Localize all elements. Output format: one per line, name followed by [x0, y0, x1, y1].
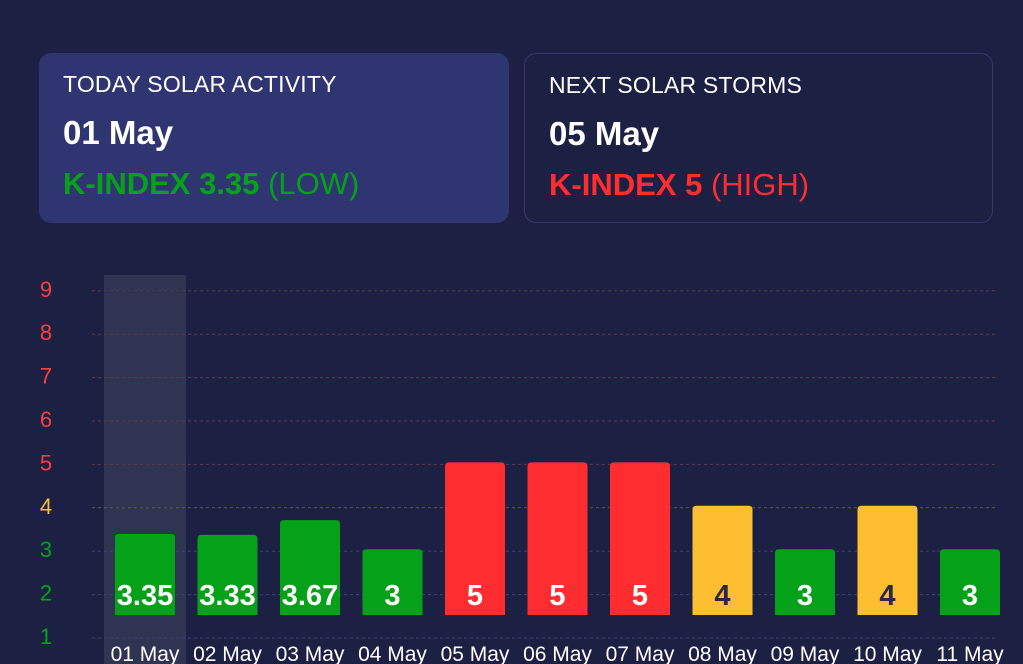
next-kindex-value: K-INDEX 5	[549, 167, 703, 202]
x-tick-label: 10 May	[853, 643, 922, 664]
x-tick-label: 07 May	[606, 643, 675, 664]
x-tick-label: 08 May	[688, 643, 757, 664]
today-solar-activity-card: TODAY SOLAR ACTIVITY 01 May K-INDEX 3.35…	[39, 53, 509, 223]
bar-value-label: 5	[467, 580, 483, 612]
x-tick-label: 05 May	[441, 643, 510, 664]
y-tick-label: 5	[40, 450, 52, 475]
x-tick-label: 06 May	[523, 643, 592, 664]
bar	[115, 534, 175, 615]
x-tick-label: 04 May	[358, 643, 427, 664]
bar-value-label: 5	[632, 580, 648, 612]
bar	[692, 505, 753, 615]
next-kindex-level: (HIGH)	[710, 167, 810, 202]
y-tick-label: 3	[40, 537, 52, 562]
x-tick-label: 11 May	[936, 643, 1004, 664]
bar-value-label: 3	[797, 580, 813, 612]
bar-value-label: 3.35	[117, 580, 173, 612]
y-tick-label: 9	[40, 277, 52, 302]
x-tick-label: 09 May	[771, 643, 840, 664]
next-card-heading: NEXT SOLAR STORMS	[549, 72, 803, 98]
x-tick-label: 02 May	[193, 643, 262, 664]
bar	[362, 549, 423, 615]
bar-value-label: 5	[549, 580, 565, 612]
bar-value-label: 3	[384, 580, 400, 612]
bar	[197, 534, 258, 615]
bar-value-label: 3.67	[282, 580, 338, 612]
today-kindex-level: (LOW)	[268, 166, 360, 201]
next-solar-storms-card: NEXT SOLAR STORMS 05 May K-INDEX 5 (HIGH…	[524, 53, 993, 223]
y-tick-label: 2	[40, 581, 52, 606]
today-card-heading: TODAY SOLAR ACTIVITY	[63, 71, 337, 97]
bar	[775, 549, 835, 615]
next-card-date: 05 May	[549, 115, 660, 152]
today-card-date: 01 May	[63, 114, 174, 151]
y-tick-label: 4	[40, 494, 52, 519]
x-tick-label: 03 May	[276, 643, 345, 664]
bar-value-label: 4	[879, 580, 895, 612]
bar	[940, 549, 1000, 615]
y-tick-label: 8	[40, 320, 52, 345]
x-tick-label: 01 May	[111, 643, 180, 664]
bar	[857, 505, 918, 615]
bar	[527, 462, 588, 615]
y-tick-label: 7	[40, 364, 52, 389]
y-tick-label: 1	[40, 624, 52, 649]
bar	[280, 520, 340, 615]
y-tick-label: 6	[40, 407, 52, 432]
today-card-kindex: K-INDEX 3.35 (LOW)	[63, 166, 485, 202]
bar	[445, 462, 505, 615]
bar-value-label: 3	[962, 580, 978, 612]
next-card-kindex: K-INDEX 5 (HIGH)	[549, 167, 968, 203]
bar-value-label: 4	[714, 580, 730, 612]
bar	[610, 462, 670, 615]
today-kindex-value: K-INDEX 3.35	[63, 166, 260, 201]
bar-value-label: 3.33	[199, 580, 255, 612]
